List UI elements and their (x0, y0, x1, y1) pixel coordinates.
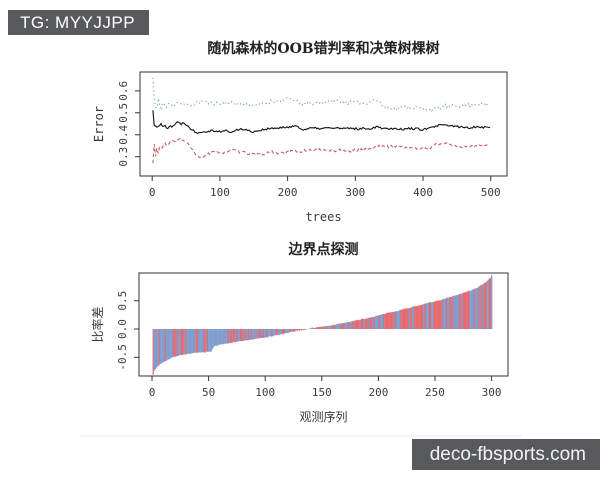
y-tick-label: 0.6 (117, 81, 130, 101)
x-tick-label: 0 (149, 386, 156, 399)
x-tick-label: 50 (202, 386, 215, 399)
x-tick-label: 250 (425, 386, 445, 399)
y-tick-label: -0.5 (116, 344, 129, 371)
y-tick-label: 0.0 (116, 319, 129, 339)
chart-title: 边界点探测 (288, 241, 359, 258)
bars (152, 275, 493, 375)
oob-error-line-chart: 0 100 200 300 400 500 0.3 0.40.5 0.6 随机森林的OOB错判率和… (92, 40, 508, 224)
x-axis-label: 观测序列 (299, 409, 347, 424)
x-tick-label: 400 (413, 186, 433, 199)
bottom-watermark-badge: deco-fbsports.com (411, 439, 600, 470)
x-tick-label: 100 (255, 386, 275, 399)
plot-box (138, 272, 509, 377)
y-tick-label: 0.5 (117, 103, 130, 123)
x-tick-label: 0 (149, 186, 156, 199)
y-axis-label: 比率差 (90, 306, 105, 342)
top-watermark-badge: TG: MYYJJPP (8, 10, 150, 35)
y-tick-label: 0.4 (117, 124, 130, 144)
x-tick-label: 150 (312, 386, 332, 399)
x-tick-label: 200 (368, 386, 388, 399)
x-tick-label: 300 (345, 186, 365, 199)
y-tick-label: 0.5 (116, 291, 129, 311)
black-solid-series (152, 110, 491, 135)
x-tick-label: 100 (210, 186, 230, 199)
x-tick-label: 300 (482, 386, 502, 399)
y-tick-label: 0.3 (117, 147, 130, 167)
red-dashed-series (152, 137, 491, 164)
green-dotted-series (152, 77, 491, 112)
x-axis-label: trees (305, 210, 341, 224)
y-axis-label: Error (92, 106, 106, 142)
plot-box (139, 71, 508, 177)
chart-title: 随机森林的OOB错判率和决策树棵树 (207, 40, 439, 57)
x-tick-label: 200 (278, 186, 298, 199)
x-tick-label: 500 (481, 186, 501, 199)
